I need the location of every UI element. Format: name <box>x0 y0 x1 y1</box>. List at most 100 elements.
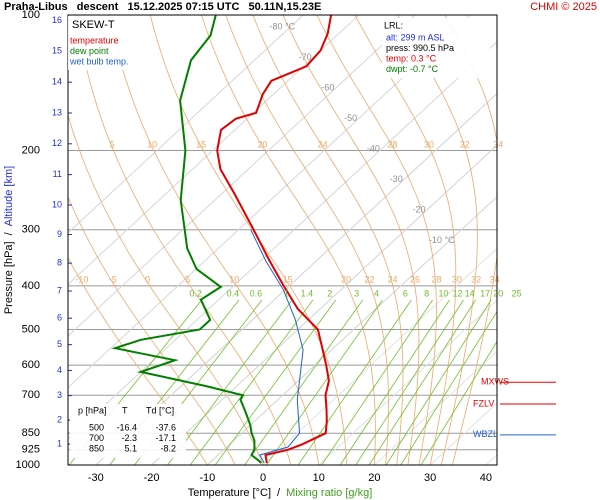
isotherm <box>68 15 360 286</box>
legend-box <box>68 16 140 70</box>
mixing-ratio-label: 17 <box>480 288 490 298</box>
table-cell: -16.4 <box>116 422 137 432</box>
legend-title: SKEW-T <box>72 19 115 31</box>
y-label-separator: / <box>3 231 15 235</box>
y-tick-label: 300 <box>22 224 40 236</box>
mixing-ratio-label: 0.6 <box>250 288 263 298</box>
mixing-ratio-label: 10 <box>438 288 448 298</box>
y-tick-label: 500 <box>22 323 40 335</box>
table-header: Td [°C] <box>146 405 174 415</box>
y2-tick-label: 9 <box>57 229 62 239</box>
moist-adiabat <box>68 114 264 465</box>
adiabat-label: 28 <box>431 274 441 284</box>
mixing-ratio-label: 2 <box>327 288 332 298</box>
adiabat-label: 20 <box>341 274 351 284</box>
table-cell: 700 <box>89 433 104 443</box>
isotherm-label: -40 <box>367 143 380 153</box>
y-tick-label: 600 <box>22 359 40 371</box>
isotherm <box>68 15 416 337</box>
isotherm <box>68 41 497 440</box>
x-tick-label: -10 <box>199 472 215 484</box>
adiabat-label: 5 <box>109 139 114 149</box>
y2-tick-label: 12 <box>52 138 62 148</box>
y2-tick-label: 6 <box>57 313 62 323</box>
adiabat-label: 24 <box>388 274 398 284</box>
x-axis-label: Temperature [°C] / Mixing ratio [g/kg] <box>188 487 373 499</box>
mixing-ratio-label: 20 <box>493 288 503 298</box>
mixing-ratio-line <box>167 299 293 465</box>
y-tick-label: 100 <box>22 9 40 21</box>
moist-adiabat <box>75 15 292 465</box>
table-cell: -2.3 <box>121 433 137 443</box>
y-tick-label: 1000 <box>16 459 40 471</box>
moist-adiabat <box>444 15 497 465</box>
y2-tick-label: 15 <box>52 46 62 56</box>
profile-line <box>111 15 262 464</box>
y2-tick-label: 5 <box>57 339 62 349</box>
adiabat-label: 22 <box>365 274 375 284</box>
isotherm-label: -30 <box>390 174 403 184</box>
x-label: Temperature [°C] <box>188 487 271 499</box>
x-tick-label: 0 <box>260 472 266 484</box>
info-line: temp: 0.3 °C <box>386 53 437 63</box>
mixing-ratio-label: 3 <box>354 288 359 298</box>
mixing-ratio-line <box>266 299 383 465</box>
adiabat-label: -5 <box>109 274 117 284</box>
y2-tick-label: 11 <box>53 169 62 179</box>
table-cell: -8.2 <box>160 443 176 453</box>
table-header: p [hPa] <box>78 405 107 415</box>
info-line: press: 990.5 hPa <box>386 43 454 53</box>
table-header: T <box>122 405 128 415</box>
adiabat-label: 20 <box>257 139 267 149</box>
isotherm <box>262 247 497 465</box>
adiabat-label: 32 <box>460 139 470 149</box>
y2-tick-label: 10 <box>52 199 62 209</box>
isotherm-label: -80 °C <box>270 21 296 31</box>
isotherm <box>318 299 497 465</box>
y-tick-label: 200 <box>22 144 40 156</box>
table-cell: 500 <box>89 422 104 432</box>
x-tick-label: 30 <box>424 472 436 484</box>
mixing-ratio-label: 25 <box>512 288 522 298</box>
curve-layer <box>111 15 333 464</box>
y-tick-label: 700 <box>22 389 40 401</box>
table-cell: 5.1 <box>124 443 137 453</box>
y2-tick-label: 2 <box>57 415 62 425</box>
profile-line <box>250 229 304 464</box>
info-title: LRL: <box>384 20 403 30</box>
mixing-ratio-line <box>244 299 363 465</box>
level-label: FZLV <box>473 398 494 408</box>
info-line: alt: 299 m ASL <box>386 32 445 42</box>
adiabat-label: 5 <box>185 274 190 284</box>
adiabat-label: 30 <box>452 274 462 284</box>
adiabat-label: 0 <box>145 274 150 284</box>
y2-tick-label: 1 <box>57 439 62 449</box>
adiabat-label: 24 <box>318 139 328 149</box>
moist-adiabat <box>201 15 376 465</box>
legend-entry: dew point <box>70 46 109 56</box>
mixing-ratio-label: 14 <box>465 288 475 298</box>
adiabat-label: 15 <box>196 139 206 149</box>
y-tick-label: 925 <box>22 444 40 456</box>
mixing-ratio-line <box>368 299 476 465</box>
x-label-separator: / <box>277 487 281 499</box>
mixing-ratio-label: 1.4 <box>301 288 314 298</box>
moist-adiabat <box>225 15 389 465</box>
info-line: dwpt: -0.7 °C <box>386 64 439 74</box>
adiabat-label: 34 <box>493 139 503 149</box>
credit: CHMI © 2025 <box>530 1 597 13</box>
y2-label: Altitude [km] <box>3 166 15 227</box>
mixing-ratio-label: 0.4 <box>227 288 240 298</box>
legend-entry: temperature <box>70 35 119 45</box>
moist-adiabat <box>68 256 208 465</box>
profile-line <box>216 15 333 464</box>
moist-adiabat <box>282 15 420 465</box>
adiabat-label: 34 <box>489 274 499 284</box>
mixing-ratio-label: 12 <box>453 288 463 298</box>
isotherm <box>68 15 471 389</box>
isotherm-label: -50 <box>344 113 357 123</box>
mixing-ratio-line <box>355 299 464 465</box>
adiabat-label: 10 <box>229 274 239 284</box>
